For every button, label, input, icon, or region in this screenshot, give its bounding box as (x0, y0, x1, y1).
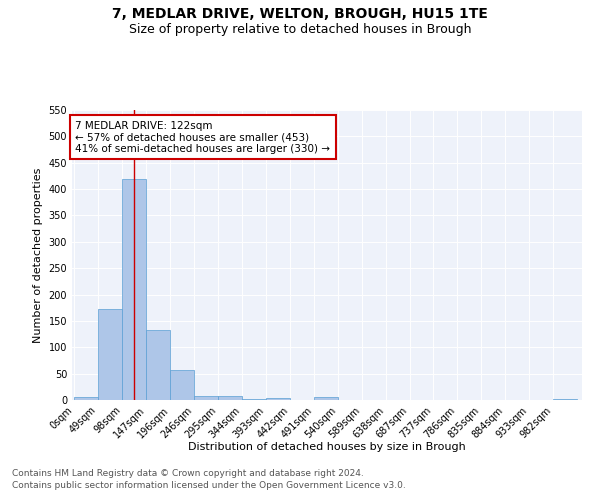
Bar (242, 399, 266, 400)
Y-axis label: Number of detached properties: Number of detached properties (33, 168, 43, 342)
Text: Contains public sector information licensed under the Open Government Licence v3: Contains public sector information licen… (12, 481, 406, 490)
Text: Distribution of detached houses by size in Brough: Distribution of detached houses by size … (188, 442, 466, 452)
Text: Size of property relative to detached houses in Brough: Size of property relative to detached ho… (129, 22, 471, 36)
Bar (266, 398, 290, 400)
Bar (74, 398, 98, 400)
Bar (218, 396, 242, 400)
Bar (194, 396, 218, 400)
Text: 7, MEDLAR DRIVE, WELTON, BROUGH, HU15 1TE: 7, MEDLAR DRIVE, WELTON, BROUGH, HU15 1T… (112, 8, 488, 22)
Bar (146, 330, 170, 400)
Bar (122, 178, 146, 400)
Bar (98, 309, 122, 400)
Bar (314, 398, 338, 400)
Text: Contains HM Land Registry data © Crown copyright and database right 2024.: Contains HM Land Registry data © Crown c… (12, 468, 364, 477)
Bar (170, 370, 194, 400)
Bar (553, 399, 577, 400)
Text: 7 MEDLAR DRIVE: 122sqm
← 57% of detached houses are smaller (453)
41% of semi-de: 7 MEDLAR DRIVE: 122sqm ← 57% of detached… (76, 120, 331, 154)
